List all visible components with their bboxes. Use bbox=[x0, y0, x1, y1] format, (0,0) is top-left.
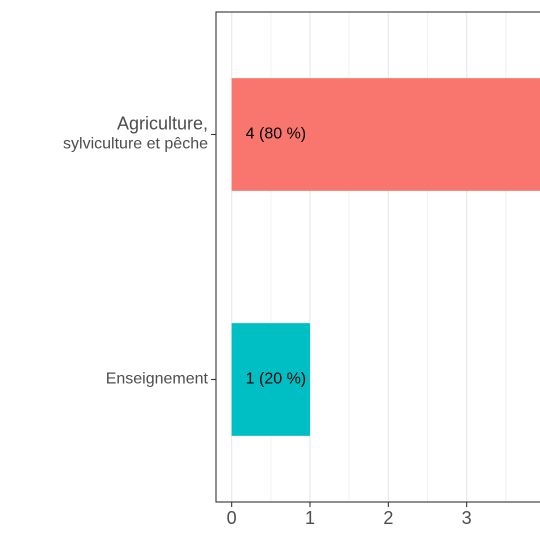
data-label: 4 (80 %) bbox=[246, 126, 306, 143]
plot-border bbox=[215, 11, 540, 503]
bar bbox=[231, 78, 540, 191]
x-tick-label: 0 bbox=[227, 508, 237, 528]
x-axis: 01234 bbox=[227, 502, 540, 528]
data-labels: 4 (80 %) 1 (20 %) bbox=[246, 126, 306, 388]
y-axis: Agriculture, sylviculture et pêche Enseign… bbox=[63, 113, 216, 388]
y-tick-label: Agriculture, bbox=[117, 113, 208, 133]
x-tick-label: 2 bbox=[383, 508, 393, 528]
x-tick-label: 3 bbox=[462, 508, 472, 528]
data-label: 1 (20 %) bbox=[246, 371, 306, 388]
bar bbox=[231, 323, 310, 436]
bars bbox=[231, 78, 540, 436]
y-tick-label: sylviculture et pêche bbox=[63, 136, 208, 153]
y-tick-label: Enseignement bbox=[106, 371, 209, 388]
x-tick-label: 1 bbox=[305, 508, 315, 528]
